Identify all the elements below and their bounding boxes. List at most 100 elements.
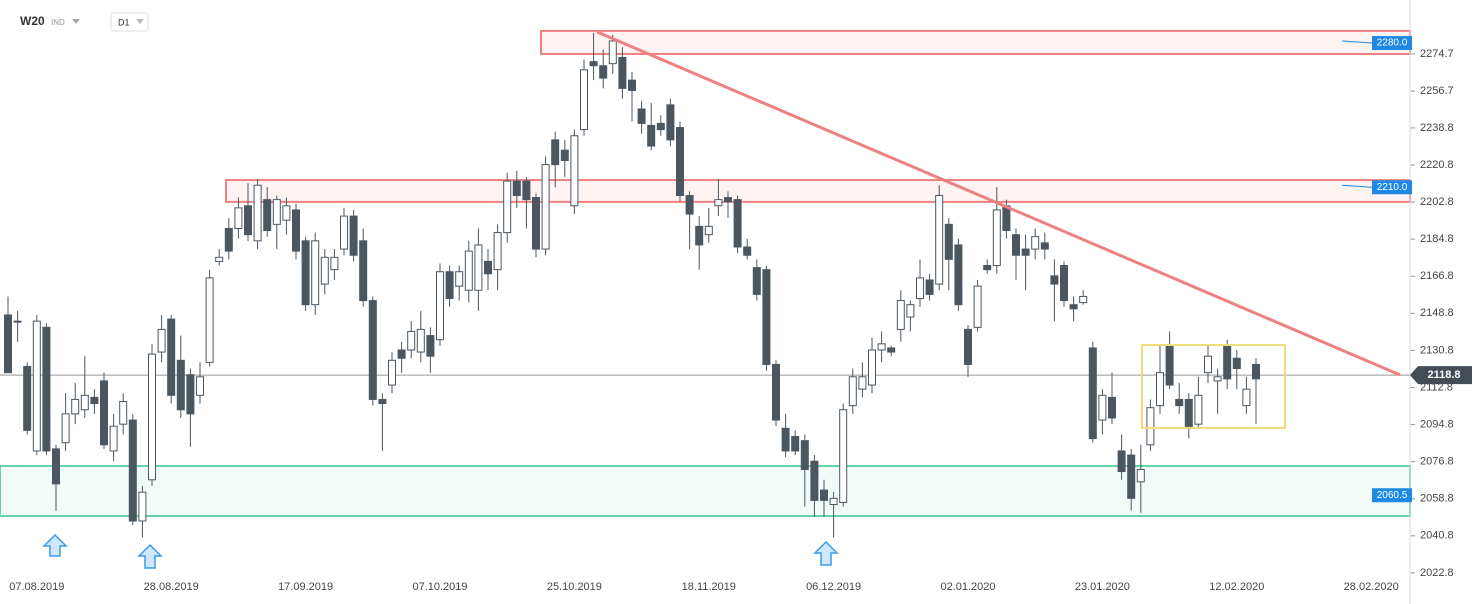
zone <box>540 29 1411 55</box>
candle-body <box>407 330 416 351</box>
candle-body <box>839 409 848 503</box>
candle-body <box>762 269 771 365</box>
candle-body <box>80 394 89 411</box>
candle-body <box>858 376 867 390</box>
candle-body <box>906 304 915 318</box>
candle-body <box>368 300 377 400</box>
candle-body <box>1108 396 1116 419</box>
candle-body <box>4 314 12 374</box>
candle-body <box>532 197 540 250</box>
candle-body <box>810 460 819 501</box>
arrows <box>42 533 839 569</box>
candle-body <box>743 246 752 256</box>
candle-body <box>128 419 137 522</box>
candle-body <box>282 205 291 221</box>
candle-body <box>695 225 704 246</box>
candle-body <box>714 199 723 207</box>
candle-body <box>426 335 435 357</box>
x-tick-label: 12.02.2020 <box>1209 581 1264 593</box>
candle-body <box>61 413 70 444</box>
y-tick-label: 2058.8 <box>1420 493 1454 505</box>
candle-body <box>1098 394 1107 421</box>
candle-body <box>1031 236 1040 250</box>
x-tick-label: 07.08.2019 <box>9 581 64 593</box>
y-tick-label: 2112.8 <box>1420 381 1453 393</box>
trendline <box>596 30 1401 377</box>
candle-body <box>1204 355 1212 374</box>
candle-body <box>589 61 598 67</box>
candle-body <box>503 180 512 234</box>
candle-body <box>253 184 262 242</box>
candle-body <box>234 207 243 229</box>
candle-body <box>320 256 329 285</box>
candle-body <box>1021 248 1030 256</box>
candle-body <box>436 271 444 341</box>
candle-body <box>215 256 224 262</box>
candle-body <box>263 199 272 232</box>
candle-body <box>637 108 646 124</box>
candle-body <box>484 260 492 275</box>
x-tick-label: 23.01.2020 <box>1075 581 1130 593</box>
candle-body <box>820 489 828 501</box>
candle-body <box>311 240 320 306</box>
candle-body <box>340 215 348 250</box>
candle-body <box>983 265 992 271</box>
y-tick-label: 2220.8 <box>1420 159 1454 171</box>
up-arrow <box>42 533 68 557</box>
candle-body <box>244 205 252 236</box>
candle-body <box>954 244 963 306</box>
candle-body <box>704 225 713 236</box>
y-tick-label: 2076.8 <box>1420 456 1454 468</box>
candle-body <box>618 56 627 89</box>
symbol: W20 <box>20 14 45 28</box>
dropdown-arrow[interactable] <box>72 19 80 24</box>
x-tick-label: 28.02.2020 <box>1344 581 1399 593</box>
candle-body <box>887 347 896 353</box>
candle-body <box>570 135 579 207</box>
candle-body <box>1136 468 1145 483</box>
x-tick-label: 17.09.2019 <box>278 581 333 593</box>
x-tick-label: 02.01.2020 <box>940 581 995 593</box>
y-tick-label: 2202.8 <box>1420 196 1454 208</box>
candle-body <box>541 164 550 250</box>
x-tick-label: 28.08.2019 <box>144 581 199 593</box>
level-pointer <box>1341 184 1373 188</box>
candle-body <box>455 271 464 287</box>
dropdown-arrow[interactable] <box>136 19 144 24</box>
candle-body <box>359 240 368 302</box>
candle-body <box>896 300 905 330</box>
candle-body <box>877 343 886 351</box>
candle-body <box>416 328 425 353</box>
candle-body <box>52 448 60 485</box>
level-label: 2280.0 <box>1377 38 1408 49</box>
candle-body <box>580 69 588 131</box>
candle-body <box>992 209 1001 267</box>
candle-body <box>330 256 339 271</box>
candle-body <box>868 349 876 386</box>
candle-body <box>1213 376 1222 382</box>
y-tick-label: 2148.8 <box>1420 307 1454 319</box>
candle-body <box>1002 205 1011 232</box>
interval: D1 <box>118 17 130 27</box>
candle-body <box>1040 242 1049 250</box>
candle-body <box>1242 388 1251 407</box>
candle-body <box>666 104 675 141</box>
level-label: 2060.5 <box>1377 490 1408 501</box>
candle-body <box>772 363 780 421</box>
y-tick-label: 2184.8 <box>1420 233 1454 245</box>
candle-body <box>1117 450 1126 473</box>
candle-body <box>916 277 924 300</box>
candle-body <box>944 223 953 260</box>
candle-body <box>1252 363 1260 380</box>
candle-body <box>90 396 99 405</box>
x-tick-label: 18.11.2019 <box>682 581 736 593</box>
candle-body <box>378 398 387 405</box>
candle-body <box>119 401 128 425</box>
candle-body <box>676 127 684 196</box>
interval-select[interactable] <box>110 12 149 32</box>
candle-body <box>186 374 195 415</box>
y-tick-label: 2274.7 <box>1420 48 1454 60</box>
candle-body <box>608 40 617 65</box>
candle-body <box>224 227 233 252</box>
